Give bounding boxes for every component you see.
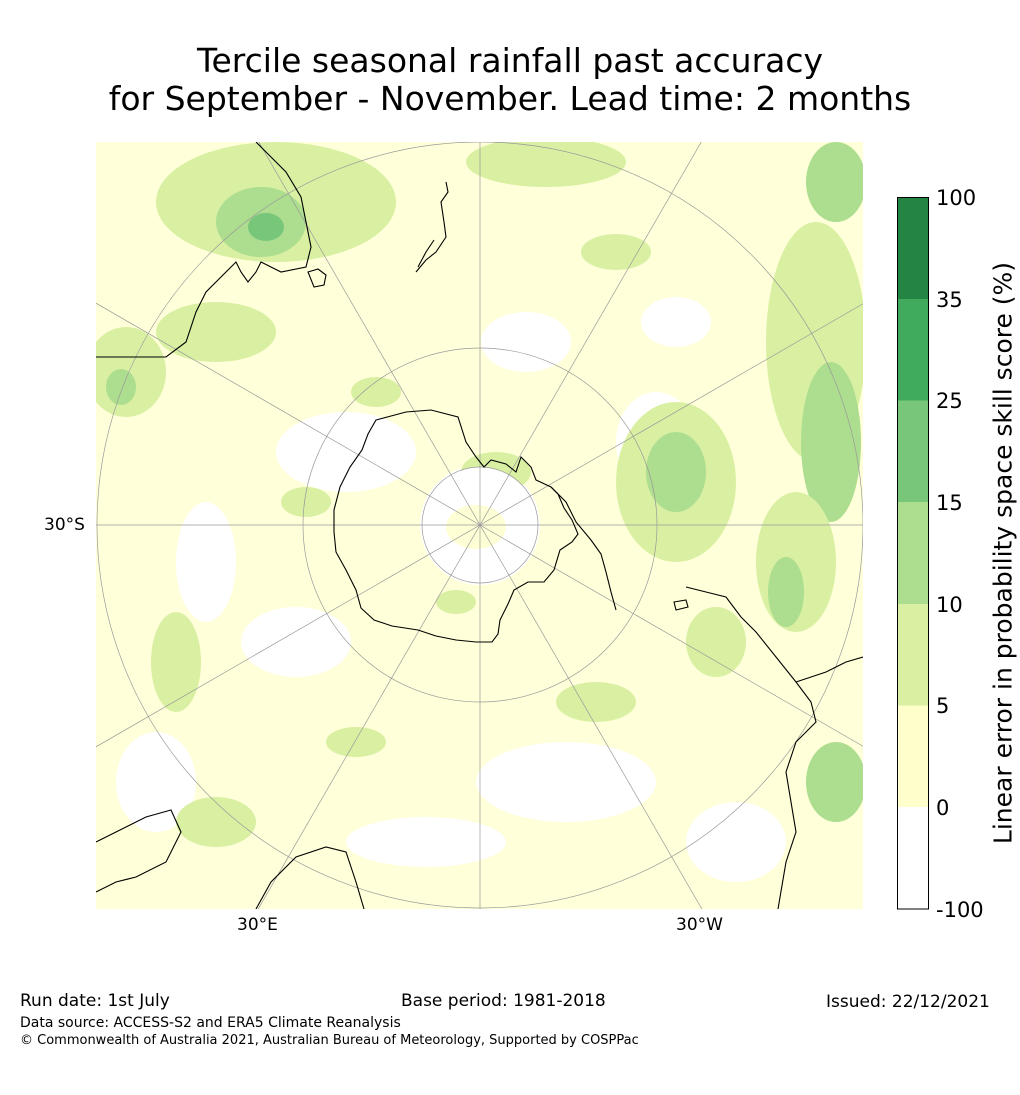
base-period: Base period: 1981-2018 [401,991,606,1011]
colorbar-bin-15-25 [897,400,929,502]
south-america-north-coastline [795,656,863,683]
tasmania-coastline [307,268,327,288]
colorbar-tick-35: 35 [936,288,963,312]
colorbar-bin-35-100 [897,197,929,299]
africa-2-coastline [255,846,365,909]
copyright: © Commonwealth of Australia 2021, Austra… [20,1033,639,1048]
colorbar-tick-0: 0 [936,796,950,820]
coastlines [96,142,863,909]
run-date: Run date: 1st July [20,991,170,1011]
skill-pattern [96,142,863,909]
colorbar-tick-25: 25 [936,389,963,413]
map-title-line-2: for September - November. Lead time: 2 m… [108,79,912,118]
australia-coastline [96,142,312,358]
colorbar [897,197,929,910]
falklands-coastline [673,599,689,611]
data-source: Data source: ACCESS-S2 and ERA5 Climate … [20,1015,401,1031]
colorbar-bin-minus100-0 [897,807,929,909]
colorbar-tick-10: 10 [936,593,963,617]
meridian-line [257,142,702,909]
colorbar-tick-100: 100 [936,186,977,210]
skill-score-map [96,142,863,909]
new-zealand-coastline [415,181,449,273]
colorbar-tick-5: 5 [936,694,950,718]
antarctic-peninsula-coastline [550,486,617,611]
colorbar-tick-minus100: -100 [936,898,984,922]
south-america-coastline [685,586,817,909]
longitude-label-30e: 30°E [237,915,278,935]
latitude-label-30s: 30°S [44,515,85,535]
issued-date: Issued: 22/12/2021 [826,992,990,1012]
colorbar-bin-0-5 [897,705,929,807]
colorbar-label: Linear error in probability space skill … [988,261,1018,845]
colorbar-bin-25-35 [897,299,929,401]
colorbar-bin-5-10 [897,604,929,706]
antarctica-coastline [333,409,579,643]
longitude-label-30w: 30°W [676,915,723,935]
map-title-line-1: Tercile seasonal rainfall past accuracy [196,41,824,80]
graticule [96,142,863,909]
colorbar-bin-10-15 [897,502,929,604]
colorbar-tick-15: 15 [936,491,963,515]
africa-coastline [96,809,182,893]
